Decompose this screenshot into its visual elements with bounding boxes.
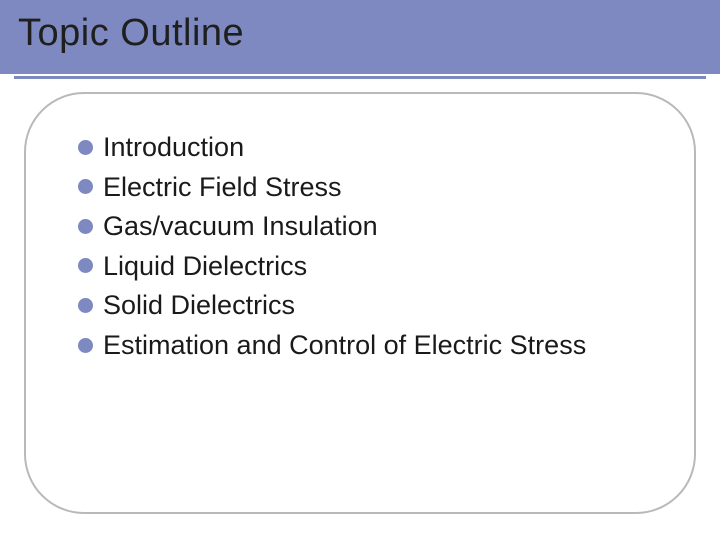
slide-title: Topic Outline — [18, 12, 244, 55]
list-item-label: Introduction — [103, 130, 244, 165]
list-item-label: Estimation and Control of Electric Stres… — [103, 328, 586, 363]
bullet-icon — [78, 338, 93, 353]
content-bubble: Introduction Electric Field Stress Gas/v… — [24, 92, 696, 514]
list-item-label: Liquid Dielectrics — [103, 249, 307, 284]
bullet-list: Introduction Electric Field Stress Gas/v… — [78, 130, 664, 367]
bullet-icon — [78, 140, 93, 155]
slide: Topic Outline Introduction Electric Fiel… — [0, 0, 720, 540]
bullet-icon — [78, 179, 93, 194]
bullet-icon — [78, 298, 93, 313]
bullet-icon — [78, 258, 93, 273]
list-item-label: Gas/vacuum Insulation — [103, 209, 378, 244]
list-item-label: Solid Dielectrics — [103, 288, 295, 323]
title-underline — [14, 76, 706, 79]
list-item: Introduction — [78, 130, 664, 165]
list-item-label: Electric Field Stress — [103, 170, 342, 205]
list-item: Liquid Dielectrics — [78, 249, 664, 284]
list-item: Solid Dielectrics — [78, 288, 664, 323]
list-item: Estimation and Control of Electric Stres… — [78, 328, 664, 363]
bullet-icon — [78, 219, 93, 234]
list-item: Electric Field Stress — [78, 170, 664, 205]
list-item: Gas/vacuum Insulation — [78, 209, 664, 244]
